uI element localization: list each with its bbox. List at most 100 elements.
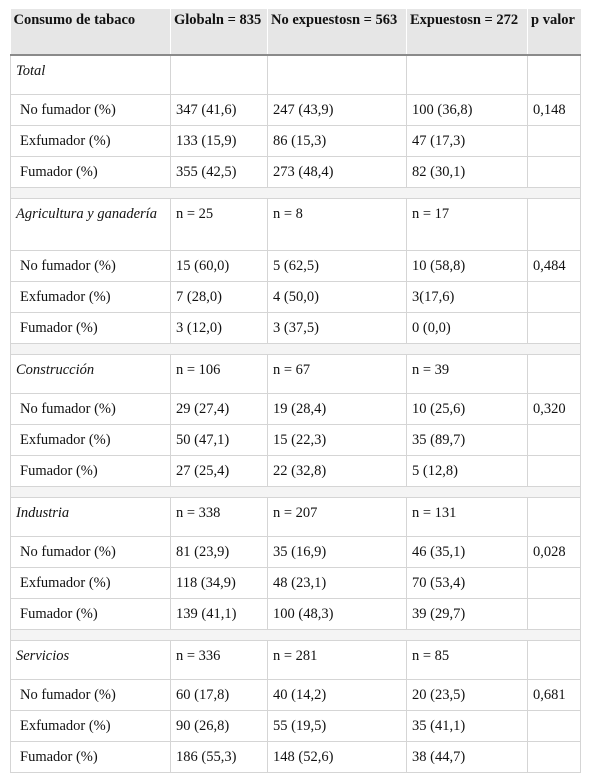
header-global: Globaln = 835 [170, 9, 268, 56]
cell-global: 7 (28,0) [170, 281, 268, 313]
cell-no-expuestos: 40 (14,2) [267, 679, 407, 711]
row-label: No fumador (%) [10, 94, 171, 126]
table-row: Fumador (%) 3 (12,0) 3 (37,5) 0 (0,0) [10, 312, 581, 344]
table-row: Fumador (%) 355 (42,5) 273 (48,4) 82 (30,1) [10, 156, 581, 188]
cell-p-valor: 0,681 [527, 679, 581, 711]
cell-no-expuestos: 3 (37,5) [267, 312, 407, 344]
cell-global: 27 (25,4) [170, 455, 268, 487]
group-header-row: Total [10, 55, 581, 95]
row-label: No fumador (%) [10, 679, 171, 711]
group-name: Agricultura y ganadería [10, 198, 171, 251]
group-p-empty [527, 198, 581, 251]
group-spacer-row [10, 187, 581, 199]
cell-p-valor [527, 125, 581, 157]
cell-p-valor: 0,484 [527, 250, 581, 282]
cell-expuestos: 35 (41,1) [406, 710, 528, 742]
spacer-cell [10, 343, 171, 355]
group-spacer-row [10, 343, 581, 355]
group-count-global: n = 338 [170, 497, 268, 537]
cell-expuestos: 5 (12,8) [406, 455, 528, 487]
cell-p-valor [527, 281, 581, 313]
cell-expuestos: 20 (23,5) [406, 679, 528, 711]
group-count-no-expuestos: n = 281 [267, 640, 407, 680]
group-header-row: Construcción n = 106 n = 67 n = 39 [10, 354, 581, 394]
spacer-cell [406, 629, 528, 641]
group-count-global: n = 336 [170, 640, 268, 680]
cell-p-valor [527, 312, 581, 344]
group-count-expuestos: n = 131 [406, 497, 528, 537]
table-row: Exfumador (%) 7 (28,0) 4 (50,0) 3(17,6) [10, 281, 581, 313]
group-header-row: Industria n = 338 n = 207 n = 131 [10, 497, 581, 537]
group-count-no-expuestos: n = 207 [267, 497, 407, 537]
table-row: No fumador (%) 60 (17,8) 40 (14,2) 20 (23,5… [10, 679, 581, 711]
group-p-empty [527, 640, 581, 680]
row-label: Fumador (%) [10, 312, 171, 344]
group-count-expuestos: n = 39 [406, 354, 528, 394]
spacer-cell [170, 187, 268, 199]
row-label: Exfumador (%) [10, 125, 171, 157]
cell-p-valor [527, 598, 581, 630]
spacer-cell [406, 187, 528, 199]
table-row: Exfumador (%) 90 (26,8) 55 (19,5) 35 (41,1) [10, 710, 581, 742]
group-count-expuestos: n = 17 [406, 198, 528, 251]
cell-global: 355 (42,5) [170, 156, 268, 188]
group-count-no-expuestos: n = 67 [267, 354, 407, 394]
group-p-empty [527, 354, 581, 394]
table-row: Fumador (%) 186 (55,3) 148 (52,6) 38 (44,7) [10, 741, 581, 773]
spacer-cell [406, 343, 528, 355]
group-name: Total [10, 55, 171, 95]
row-label: Exfumador (%) [10, 710, 171, 742]
cell-expuestos: 46 (35,1) [406, 536, 528, 568]
cell-no-expuestos: 15 (22,3) [267, 424, 407, 456]
row-label: No fumador (%) [10, 536, 171, 568]
header-expuestos: Expuestosn = 272 [406, 9, 528, 56]
cell-p-valor [527, 156, 581, 188]
group-count-expuestos [406, 55, 528, 95]
spacer-cell [10, 486, 171, 498]
cell-expuestos: 0 (0,0) [406, 312, 528, 344]
header-row: Consumo de tabaco Globaln = 835 No expue… [10, 9, 581, 56]
row-label: Exfumador (%) [10, 567, 171, 599]
cell-no-expuestos: 247 (43,9) [267, 94, 407, 126]
spacer-cell [10, 187, 171, 199]
cell-no-expuestos: 5 (62,5) [267, 250, 407, 282]
cell-no-expuestos: 19 (28,4) [267, 393, 407, 425]
group-count-global [170, 55, 268, 95]
cell-no-expuestos: 86 (15,3) [267, 125, 407, 157]
group-count-no-expuestos [267, 55, 407, 95]
cell-expuestos: 35 (89,7) [406, 424, 528, 456]
cell-global: 50 (47,1) [170, 424, 268, 456]
cell-expuestos: 38 (44,7) [406, 741, 528, 773]
spacer-cell [267, 343, 407, 355]
cell-p-valor: 0,320 [527, 393, 581, 425]
cell-global: 81 (23,9) [170, 536, 268, 568]
cell-p-valor [527, 741, 581, 773]
cell-global: 347 (41,6) [170, 94, 268, 126]
table-row: No fumador (%) 29 (27,4) 19 (28,4) 10 (25,6… [10, 393, 581, 425]
cell-no-expuestos: 100 (48,3) [267, 598, 407, 630]
spacer-cell [170, 486, 268, 498]
group-name: Construcción [10, 354, 171, 394]
spacer-cell [267, 187, 407, 199]
group-count-global: n = 106 [170, 354, 268, 394]
tobacco-consumption-table: Consumo de tabaco Globaln = 835 No expue… [10, 9, 581, 773]
table-row: No fumador (%) 347 (41,6) 247 (43,9) 100 (3… [10, 94, 581, 126]
row-label: Fumador (%) [10, 455, 171, 487]
cell-p-valor: 0,028 [527, 536, 581, 568]
spacer-cell [527, 343, 581, 355]
group-count-no-expuestos: n = 8 [267, 198, 407, 251]
spacer-cell [10, 629, 171, 641]
table-row: Exfumador (%) 118 (34,9) 48 (23,1) 70 (53,4… [10, 567, 581, 599]
header-p-valor: p valor [527, 9, 581, 56]
group-spacer-row [10, 486, 581, 498]
cell-expuestos: 47 (17,3) [406, 125, 528, 157]
table-header: Consumo de tabaco Globaln = 835 No expue… [10, 9, 581, 56]
row-label: Fumador (%) [10, 156, 171, 188]
group-count-expuestos: n = 85 [406, 640, 528, 680]
cell-global: 15 (60,0) [170, 250, 268, 282]
cell-no-expuestos: 35 (16,9) [267, 536, 407, 568]
row-label: Exfumador (%) [10, 424, 171, 456]
cell-expuestos: 82 (30,1) [406, 156, 528, 188]
table-row: No fumador (%) 15 (60,0) 5 (62,5) 10 (58,8)… [10, 250, 581, 282]
